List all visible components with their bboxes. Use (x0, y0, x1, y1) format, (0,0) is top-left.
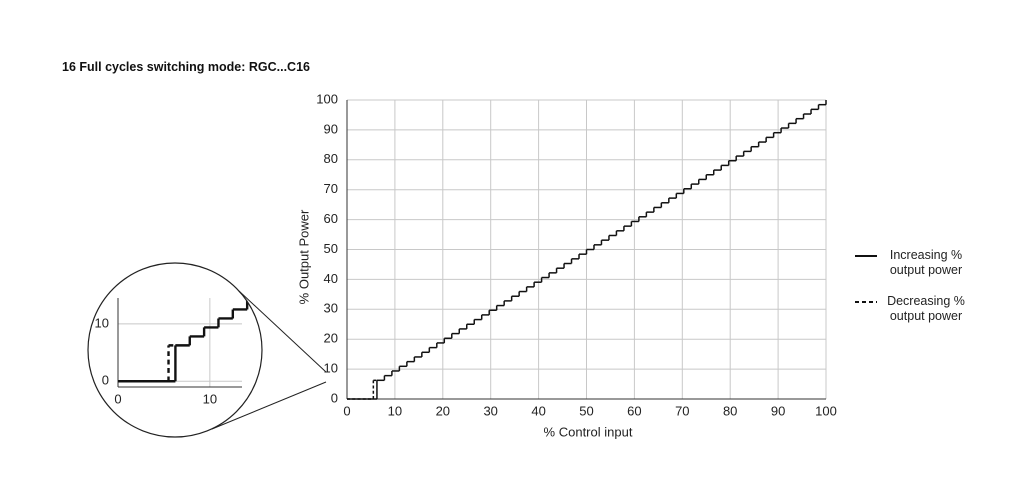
y-tick-label: 0 (331, 390, 338, 405)
y-tick-label: 40 (324, 271, 338, 286)
x-tick-label: 0 (114, 391, 121, 406)
y-tick-label: 30 (324, 301, 338, 316)
x-tick-label: 90 (771, 403, 785, 418)
x-axis-title: % Control input (544, 424, 633, 439)
chart-title: 16 Full cycles switching mode: RGC...C16 (62, 60, 310, 74)
x-tick-label: 10 (203, 391, 217, 406)
y-tick-label: 50 (324, 241, 338, 256)
x-tick-label: 30 (483, 403, 497, 418)
x-tick-label: 80 (723, 403, 737, 418)
y-tick-label: 10 (95, 315, 109, 330)
zoom-line (211, 381, 327, 430)
y-tick-label: 70 (324, 181, 338, 196)
legend-label: Increasing % output power (889, 248, 963, 277)
y-tick-label: 90 (324, 121, 338, 136)
x-tick-label: 70 (675, 403, 689, 418)
x-tick-label: 10 (388, 403, 402, 418)
inset-border (87, 262, 263, 438)
x-tick-label: 40 (531, 403, 545, 418)
legend-label: Decreasing % output power (887, 294, 965, 323)
y-tick-label: 0 (102, 373, 109, 388)
x-tick-label: 50 (579, 403, 593, 418)
y-tick-label: 60 (324, 211, 338, 226)
inset: 0 10 0 10 (95, 290, 262, 406)
y-tick-label: 100 (316, 91, 338, 106)
x-tick-label: 100 (815, 403, 837, 418)
y-tick-label: 10 (324, 361, 338, 376)
x-tick-label: 20 (436, 403, 450, 418)
y-tick-label: 20 (324, 331, 338, 346)
y-tick-label: 80 (324, 151, 338, 166)
y-axis-title: % Output Power (296, 209, 311, 304)
zoom-line (238, 290, 327, 373)
x-tick-label: 60 (627, 403, 641, 418)
x-tick-label: 0 (343, 403, 350, 418)
